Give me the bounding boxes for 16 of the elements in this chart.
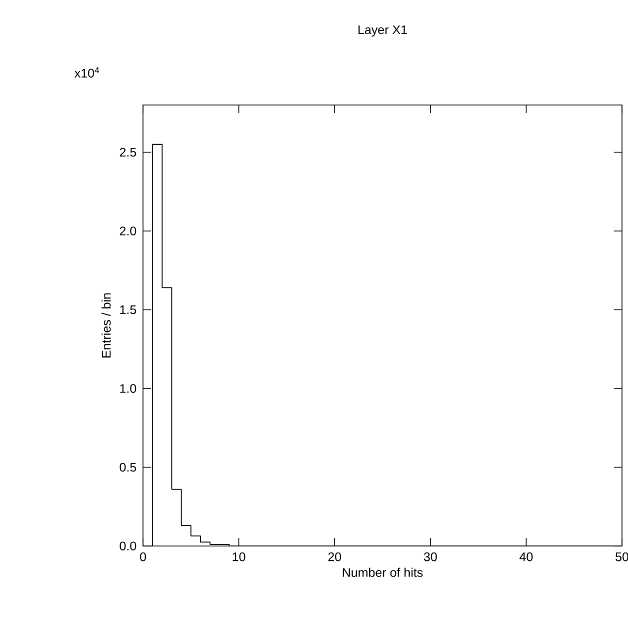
x-tick-label: 20 bbox=[328, 552, 342, 562]
y-tick-label: 1.5 bbox=[120, 305, 136, 314]
text: x10$^{4}$ bbox=[74, 67, 100, 78]
chart-title: Layer X1 bbox=[358, 25, 407, 37]
x-tick-label: 0 bbox=[140, 552, 146, 562]
y-axis-title: Entries / bin bbox=[102, 293, 111, 358]
x-tick-label: 40 bbox=[520, 552, 533, 562]
y-tick-label: 0.5 bbox=[120, 462, 136, 472]
y-tick-label: 0.0 bbox=[120, 542, 136, 550]
x-axis-title: Number of hits bbox=[342, 568, 423, 577]
x-tick-label: 30 bbox=[424, 552, 437, 562]
y-tick-label: 2.5 bbox=[120, 148, 136, 157]
y-tick-label: 1.0 bbox=[120, 384, 136, 393]
x-tick-label: 50 bbox=[616, 552, 628, 562]
x-tick-label: 10 bbox=[232, 552, 246, 562]
y-tick-label: 2.0 bbox=[120, 226, 136, 236]
